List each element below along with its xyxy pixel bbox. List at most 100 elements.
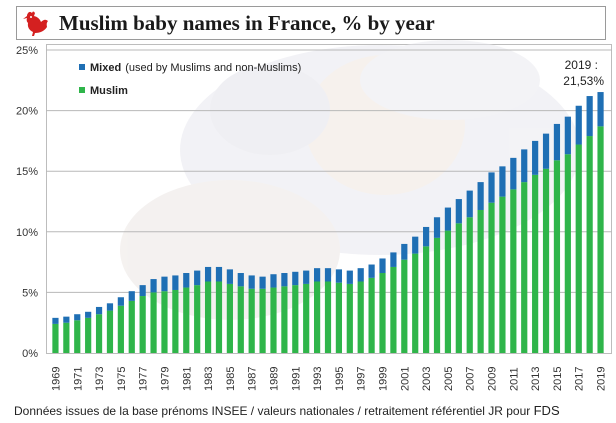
bar-mixed-1981 bbox=[183, 273, 190, 288]
bar-mixed-1974 bbox=[106, 303, 114, 311]
y-tick-label: 0% bbox=[22, 348, 38, 360]
x-tick-label: 1973 bbox=[94, 367, 106, 391]
bar-muslim-1995 bbox=[335, 282, 343, 353]
bar-mixed-1982 bbox=[194, 270, 201, 286]
bar-mixed-2012 bbox=[521, 149, 528, 183]
y-tick-label: 25% bbox=[16, 45, 38, 57]
bar-muslim-2006 bbox=[455, 223, 462, 353]
bar-muslim-2009 bbox=[488, 202, 495, 353]
x-tick-label: 1981 bbox=[181, 367, 193, 391]
x-tick-label: 2001 bbox=[399, 367, 411, 391]
bar-mixed-2000 bbox=[390, 252, 397, 267]
legend-mixed-name: Mixed bbox=[90, 62, 121, 74]
bar-mixed-1985 bbox=[226, 269, 233, 284]
bar-mixed-1970 bbox=[63, 316, 70, 323]
x-tick-label: 1995 bbox=[334, 367, 346, 391]
bar-muslim-1983 bbox=[204, 281, 212, 353]
x-tick-label: 1969 bbox=[50, 367, 62, 391]
bar-mixed-2011 bbox=[510, 157, 517, 190]
bar-muslim-1971 bbox=[74, 320, 81, 353]
bar-mixed-2015 bbox=[553, 123, 561, 161]
bar-muslim-2011 bbox=[510, 189, 517, 353]
bar-mixed-1986 bbox=[237, 273, 244, 287]
legend-mixed-note: (used by Muslims and non-Muslims) bbox=[125, 62, 301, 74]
legend: Mixed (used by Muslims and non-Muslims) M… bbox=[79, 62, 301, 97]
bar-mixed-1990 bbox=[281, 273, 288, 287]
bar-mixed-1987 bbox=[248, 275, 255, 289]
bar-mixed-2013 bbox=[532, 140, 539, 175]
bar-muslim-1996 bbox=[346, 283, 353, 353]
legend-label-muslim: Muslim bbox=[90, 85, 128, 97]
bar-mixed-1977 bbox=[139, 285, 146, 297]
bar-mixed-1971 bbox=[74, 314, 81, 321]
x-tick-label: 1971 bbox=[72, 367, 84, 391]
bar-mixed-1991 bbox=[292, 271, 299, 286]
bar-mixed-1976 bbox=[128, 291, 135, 301]
bar-mixed-1998 bbox=[368, 264, 375, 278]
x-tick-label: 1975 bbox=[116, 367, 128, 391]
bar-mixed-1994 bbox=[324, 268, 332, 282]
bar-mixed-2003 bbox=[423, 226, 430, 247]
bar-mixed-1980 bbox=[172, 275, 179, 290]
x-tick-label: 1985 bbox=[225, 367, 237, 391]
y-tick-label: 15% bbox=[16, 166, 38, 178]
source-caption: Données issues de la base prénoms INSEE … bbox=[14, 403, 560, 418]
y-tick-label: 10% bbox=[16, 227, 38, 239]
bar-muslim-1975 bbox=[117, 305, 124, 353]
x-tick-label: 1999 bbox=[378, 367, 390, 391]
bar-muslim-2004 bbox=[433, 237, 441, 353]
bar-muslim-1976 bbox=[128, 300, 135, 353]
bar-muslim-1980 bbox=[172, 289, 179, 353]
bar-mixed-2016 bbox=[564, 116, 571, 155]
bar-muslim-2000 bbox=[390, 266, 397, 353]
x-tick-label: 1993 bbox=[312, 367, 324, 391]
bar-mixed-1983 bbox=[204, 266, 212, 282]
bar-muslim-2008 bbox=[477, 209, 484, 353]
bar-mixed-1988 bbox=[259, 276, 266, 289]
bar-muslim-1981 bbox=[183, 287, 190, 353]
bar-mixed-2002 bbox=[412, 236, 419, 254]
bar-muslim-2007 bbox=[466, 217, 473, 353]
bar-muslim-2015 bbox=[553, 160, 561, 353]
bar-mixed-2009 bbox=[488, 172, 495, 203]
y-tick-label: 20% bbox=[16, 106, 38, 118]
bar-mixed-1979 bbox=[161, 276, 168, 292]
bar-muslim-2019 bbox=[597, 126, 604, 353]
bar-mixed-2005 bbox=[444, 207, 452, 231]
bar-mixed-2010 bbox=[499, 166, 506, 197]
bar-muslim-1979 bbox=[161, 291, 168, 353]
bar-muslim-2001 bbox=[401, 259, 408, 353]
annotation-line1: 2019 : bbox=[565, 58, 598, 72]
bar-mixed-2007 bbox=[466, 190, 473, 218]
source-text: Données issues de la base prénoms INSEE … bbox=[14, 404, 531, 418]
bar-muslim-1999 bbox=[379, 273, 386, 353]
x-tick-label: 2009 bbox=[487, 367, 499, 391]
bar-muslim-1993 bbox=[313, 281, 321, 353]
bar-mixed-1973 bbox=[95, 306, 103, 315]
x-tick-label: 2003 bbox=[421, 367, 433, 391]
bar-muslim-2012 bbox=[521, 182, 528, 353]
bar-mixed-1996 bbox=[346, 270, 353, 284]
x-axis: 1969 1971 1973 1975 1977 1979 1981 1983 1985 1987… bbox=[50, 367, 607, 391]
bar-mixed-2006 bbox=[455, 199, 462, 224]
bar-muslim-1985 bbox=[226, 283, 233, 353]
bars bbox=[52, 92, 604, 353]
bar-muslim-2018 bbox=[586, 136, 593, 353]
bar-mixed-1969 bbox=[52, 317, 59, 324]
bar-mixed-2001 bbox=[401, 243, 408, 260]
bar-mixed-1978 bbox=[150, 279, 157, 293]
bar-mixed-1992 bbox=[303, 270, 310, 284]
x-tick-label: 2013 bbox=[530, 367, 542, 391]
bar-mixed-2018 bbox=[586, 96, 593, 137]
x-tick-label: 1983 bbox=[203, 367, 215, 391]
x-tick-label: 2019 bbox=[596, 367, 608, 391]
bar-muslim-1969 bbox=[52, 323, 59, 353]
bar-muslim-1998 bbox=[368, 277, 375, 353]
plot-area-border bbox=[46, 44, 612, 354]
bar-mixed-2004 bbox=[433, 217, 441, 238]
x-tick-label: 1997 bbox=[356, 367, 368, 391]
bar-muslim-1982 bbox=[194, 285, 201, 353]
bar-muslim-1994 bbox=[324, 281, 332, 353]
y-axis: 0% 5% 10% 15% 20% 25% bbox=[16, 45, 38, 360]
